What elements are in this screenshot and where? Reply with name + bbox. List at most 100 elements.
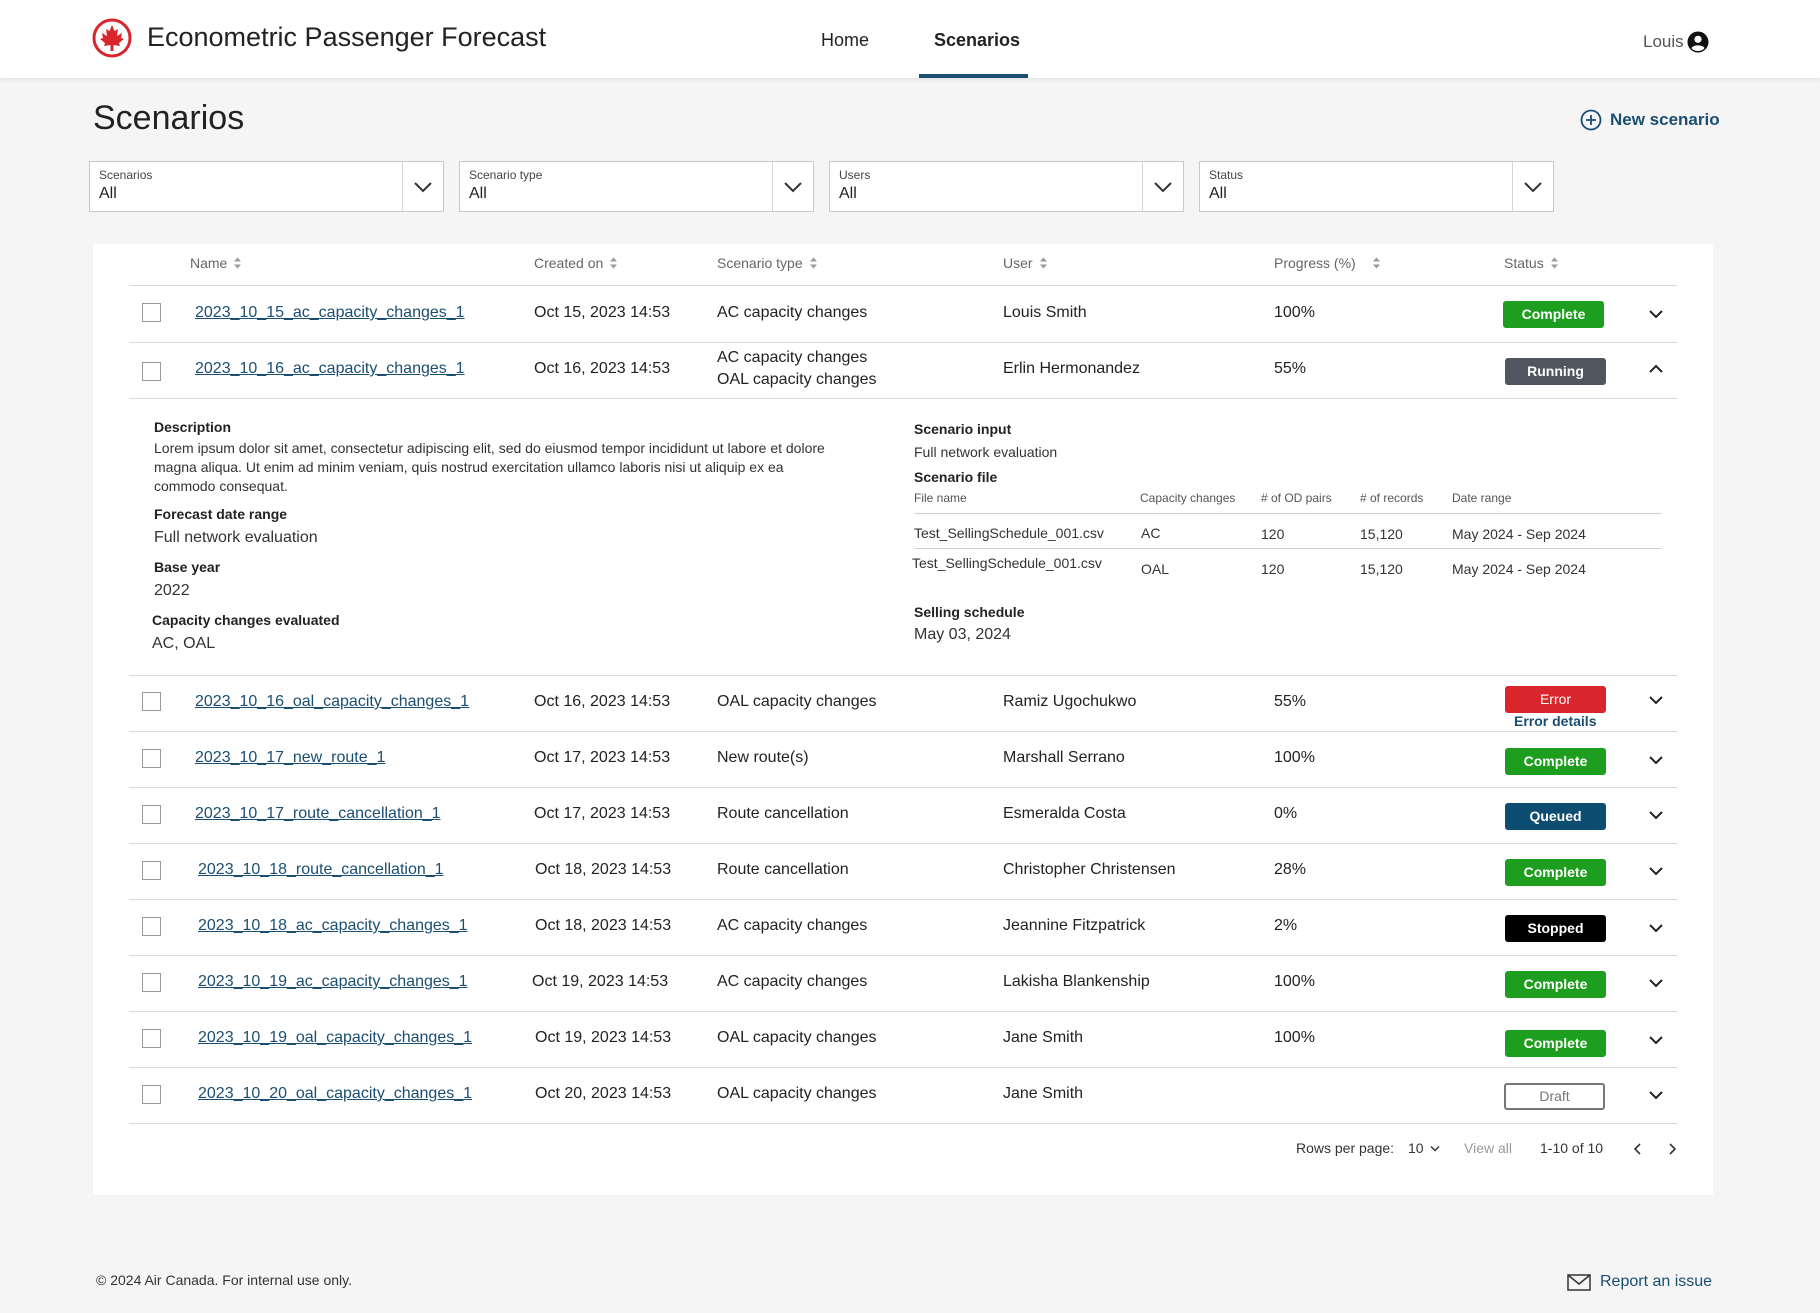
chevron-down-icon[interactable]: [1648, 1035, 1664, 1045]
column-label: Created on: [534, 255, 604, 271]
divider: [129, 843, 1677, 844]
file-records: 15,120: [1360, 561, 1403, 577]
scenario-input-label: Scenario input: [914, 421, 1012, 437]
created-on: Oct 16, 2023 14:53: [534, 693, 671, 710]
chevron-down-icon[interactable]: [1648, 978, 1664, 988]
divider: [129, 285, 1677, 286]
page-range: 1-10 of 10: [1540, 1140, 1604, 1156]
chevron-up-icon[interactable]: [1648, 364, 1664, 374]
filter-scenarios[interactable]: Scenarios All: [89, 161, 444, 212]
scenario-name-link[interactable]: 2023_10_20_oal_capacity_changes_1: [198, 1085, 473, 1102]
filter-value: All: [99, 185, 117, 202]
chevron-down-icon[interactable]: [1648, 755, 1664, 765]
chevron-down-icon[interactable]: [1648, 1090, 1664, 1100]
column-header-status[interactable]: Status: [1504, 255, 1559, 271]
chevron-left-icon[interactable]: [1633, 1143, 1643, 1155]
filter-label: Status: [1209, 168, 1244, 182]
filter-label: Users: [839, 168, 871, 182]
report-issue-link[interactable]: Report an issue: [1567, 1273, 1712, 1291]
status-badge: Queued: [1505, 803, 1606, 830]
user-circle-icon[interactable]: [1687, 31, 1709, 53]
filter-status[interactable]: Status All: [1199, 161, 1554, 212]
row-checkbox[interactable]: [142, 973, 161, 992]
file-od-pairs: 120: [1261, 561, 1285, 577]
divider: [914, 513, 1662, 514]
chevron-down-icon[interactable]: [1648, 866, 1664, 876]
description-text: Lorem ipsum dolor sit amet, consectetur …: [154, 440, 825, 456]
progress: 2%: [1274, 917, 1298, 934]
scenario-name-link[interactable]: 2023_10_15_ac_capacity_changes_1: [195, 304, 465, 321]
rows-per-page-label: Rows per page:: [1296, 1140, 1395, 1156]
filter-users[interactable]: Users All: [829, 161, 1184, 212]
created-on: Oct 19, 2023 14:53: [532, 973, 669, 990]
chevron-down-icon[interactable]: [1648, 810, 1664, 820]
forecast-date-range-label: Forecast date range: [154, 506, 288, 522]
chevron-down-icon[interactable]: [1648, 695, 1664, 705]
rows-per-page-select[interactable]: 10: [1408, 1140, 1440, 1156]
user: Jeannine Fitzpatrick: [1003, 917, 1146, 934]
envelope-icon: [1567, 1273, 1591, 1291]
scenario-name-link[interactable]: 2023_10_17_new_route_1: [195, 749, 386, 766]
nav-home[interactable]: Home: [821, 30, 870, 50]
scenario-name-link[interactable]: 2023_10_18_ac_capacity_changes_1: [198, 917, 468, 934]
chevron-down-icon: [1524, 181, 1542, 192]
created-on: Oct 16, 2023 14:53: [534, 360, 671, 377]
scenario-name-link[interactable]: 2023_10_19_ac_capacity_changes_1: [198, 973, 468, 990]
nav-active-indicator: [919, 74, 1028, 78]
column-header-user[interactable]: User: [1003, 255, 1048, 271]
file-date-range: May 2024 - Sep 2024: [1452, 561, 1586, 577]
scenario-name-link[interactable]: 2023_10_16_ac_capacity_changes_1: [195, 360, 465, 377]
column-header-type[interactable]: Scenario type: [717, 255, 818, 271]
row-checkbox[interactable]: [142, 692, 161, 711]
row-checkbox[interactable]: [142, 303, 161, 322]
file-column-header: File name: [914, 491, 967, 505]
row-checkbox[interactable]: [142, 1029, 161, 1048]
column-header-progress[interactable]: Progress (%): [1274, 255, 1381, 271]
description-text: commodo consequat.: [154, 478, 288, 494]
row-checkbox[interactable]: [142, 861, 161, 880]
file-name: Test_SellingSchedule_001.csv: [912, 555, 1102, 571]
column-header-name[interactable]: Name: [190, 255, 242, 271]
row-checkbox[interactable]: [142, 362, 161, 381]
filter-scenario-type[interactable]: Scenario type All: [459, 161, 814, 212]
page-title: Scenarios: [93, 99, 245, 137]
footer-copyright: © 2024 Air Canada. For internal use only…: [96, 1272, 352, 1288]
progress: 100%: [1274, 1029, 1315, 1046]
divider: [129, 342, 1677, 343]
status-badge: Complete: [1505, 971, 1606, 998]
chevron-down-icon: [414, 181, 432, 192]
user: Erlin Hermonandez: [1003, 360, 1140, 377]
view-all-link[interactable]: View all: [1464, 1140, 1512, 1156]
progress: 0%: [1274, 805, 1298, 822]
new-scenario-button[interactable]: New scenario: [1580, 109, 1720, 131]
scenario-name-link[interactable]: 2023_10_18_route_cancellation_1: [198, 861, 444, 878]
divider: [129, 398, 1677, 399]
file-name: Test_SellingSchedule_001.csv: [914, 525, 1104, 541]
chevron-down-icon[interactable]: [1648, 309, 1664, 319]
nav-scenarios[interactable]: Scenarios: [934, 30, 1021, 50]
filter-value: All: [469, 185, 487, 202]
created-on: Oct 17, 2023 14:53: [534, 749, 671, 766]
row-checkbox[interactable]: [142, 749, 161, 768]
progress: 100%: [1274, 749, 1315, 766]
divider: [129, 1067, 1677, 1068]
error-details-link[interactable]: Error details: [1514, 713, 1597, 729]
row-checkbox[interactable]: [142, 805, 161, 824]
chevron-down-icon[interactable]: [1648, 923, 1664, 933]
row-checkbox[interactable]: [142, 1085, 161, 1104]
top-bar: Econometric Passenger Forecast Home Scen…: [0, 0, 1820, 78]
row-checkbox[interactable]: [142, 917, 161, 936]
filter-label: Scenario type: [469, 168, 543, 182]
user-name[interactable]: Louis: [1643, 32, 1684, 51]
divider: [129, 1123, 1677, 1124]
column-header-created[interactable]: Created on: [534, 255, 618, 271]
scenario-file-label: Scenario file: [914, 469, 998, 485]
file-records: 15,120: [1360, 526, 1403, 542]
scenario-name-link[interactable]: 2023_10_19_oal_capacity_changes_1: [198, 1029, 473, 1046]
scenario-name-link[interactable]: 2023_10_17_route_cancellation_1: [195, 805, 441, 822]
filter-label: Scenarios: [99, 168, 153, 182]
status-badge: Error: [1505, 686, 1606, 713]
maple-leaf-logo-icon[interactable]: [92, 18, 132, 58]
scenario-name-link[interactable]: 2023_10_16_oal_capacity_changes_1: [195, 693, 470, 710]
chevron-right-icon[interactable]: [1667, 1143, 1677, 1155]
